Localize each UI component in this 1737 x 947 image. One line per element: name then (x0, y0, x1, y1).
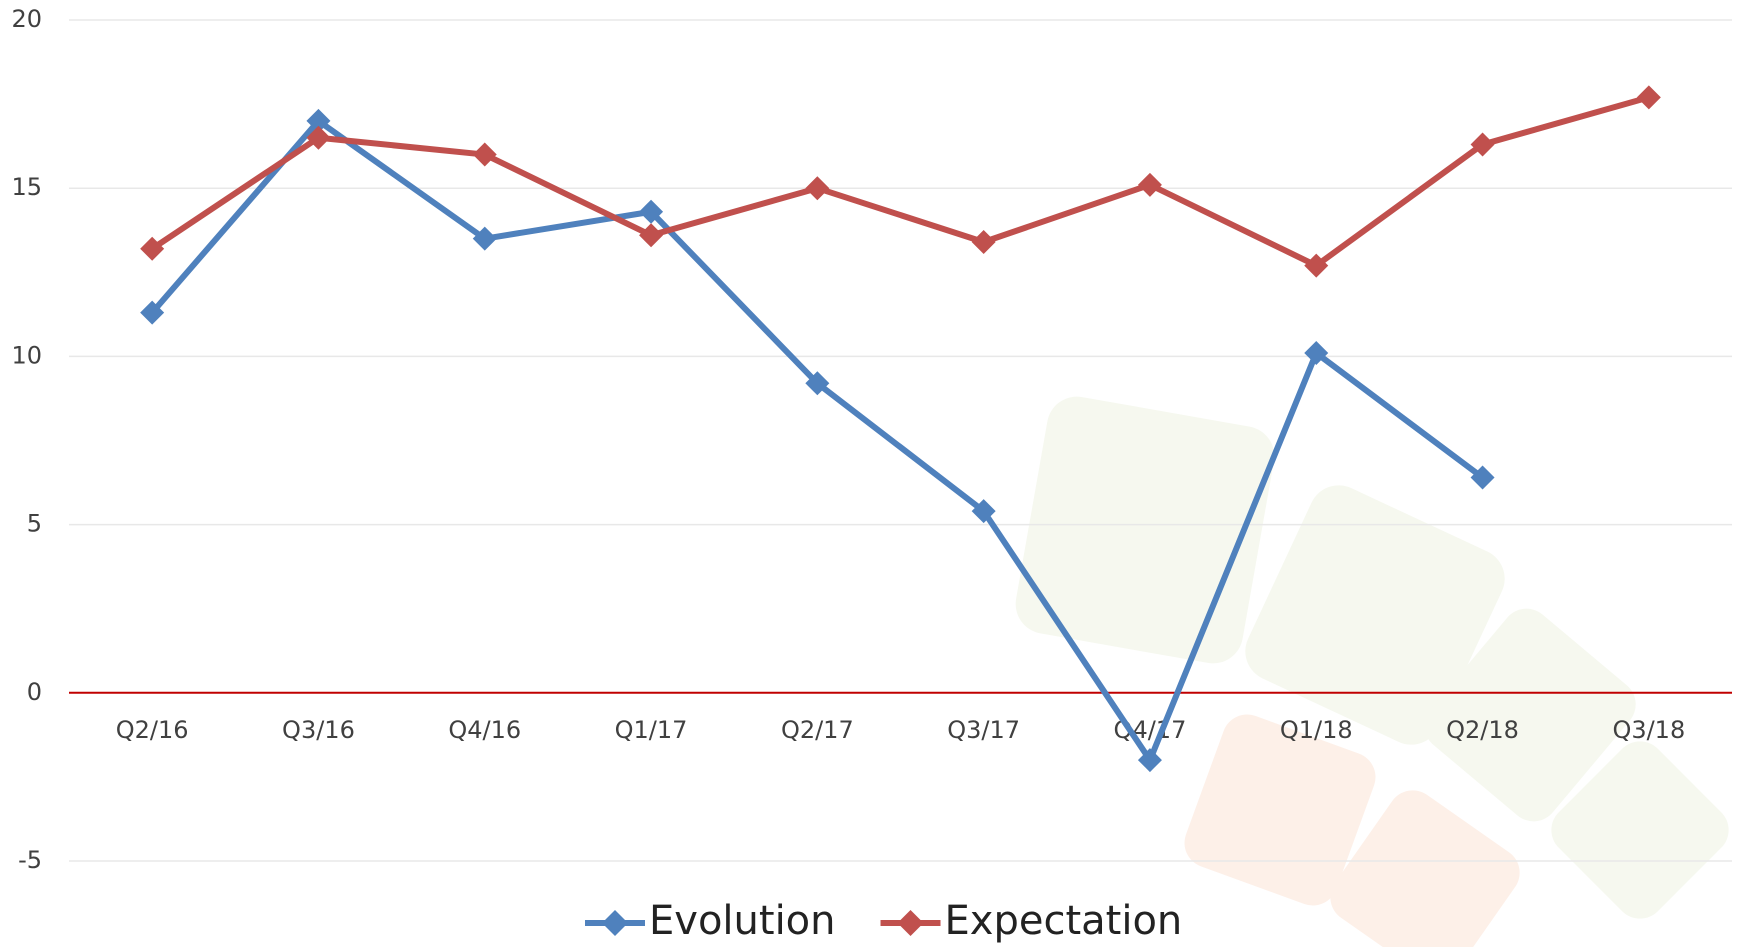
x-tick-label: Q2/17 (781, 716, 854, 744)
data-point (1304, 341, 1329, 366)
data-point (805, 176, 830, 201)
data-point (1636, 85, 1661, 110)
data-point (306, 125, 331, 150)
data-point (306, 108, 331, 133)
y-tick-label: 5 (27, 510, 42, 538)
data-point (639, 199, 664, 224)
y-tick-label: 0 (27, 678, 42, 706)
data-point (805, 371, 830, 396)
y-tick-label: -5 (18, 846, 42, 874)
legend-label: Expectation (945, 898, 1183, 944)
legend-marker (897, 910, 924, 936)
x-tick-label: Q3/17 (947, 716, 1020, 744)
legend-marker (602, 910, 628, 936)
data-point (639, 223, 664, 248)
data-point (472, 226, 497, 251)
y-tick-label: 15 (11, 173, 42, 201)
data-point (1137, 748, 1162, 773)
data-point (140, 236, 165, 261)
data-point (140, 300, 165, 325)
x-tick-label: Q2/18 (1446, 716, 1519, 744)
data-point (1470, 132, 1495, 157)
x-tick-label: Q1/17 (615, 716, 688, 744)
data-point (1137, 172, 1162, 197)
legend-label: Evolution (649, 898, 836, 944)
x-tick-label: Q3/18 (1612, 716, 1685, 744)
data-point (472, 142, 497, 167)
series-line (150, 94, 1650, 269)
x-tick-label: Q3/16 (282, 716, 355, 744)
data-point (971, 499, 996, 524)
x-tick-label: Q1/18 (1280, 716, 1353, 744)
y-tick-label: 20 (11, 5, 42, 33)
data-point (1470, 465, 1495, 490)
x-tick-label: Q2/16 (116, 716, 189, 744)
data-point (1304, 253, 1329, 278)
y-tick-label: 10 (11, 341, 42, 369)
background-decoration (1015, 396, 1729, 947)
x-tick-label: Q4/16 (448, 716, 521, 744)
data-point (971, 230, 996, 255)
